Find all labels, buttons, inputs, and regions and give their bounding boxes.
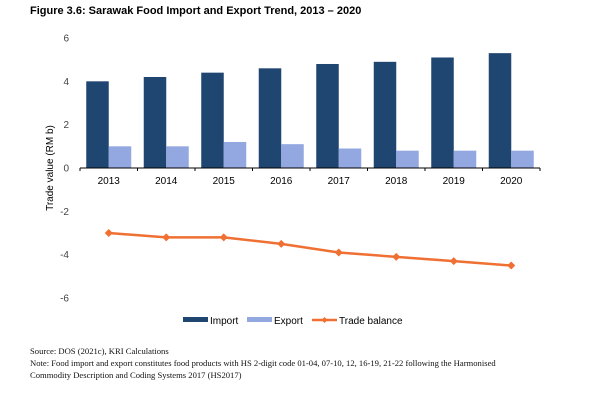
trade-balance-marker bbox=[334, 248, 343, 257]
trade-balance-marker bbox=[219, 233, 228, 242]
trade-balance-series bbox=[104, 229, 516, 270]
trade-balance-marker bbox=[162, 233, 171, 242]
import-bar bbox=[431, 57, 454, 168]
trade-balance-marker bbox=[449, 257, 458, 266]
x-tick-label: 2017 bbox=[328, 176, 351, 187]
x-tick-label: 2020 bbox=[500, 176, 523, 187]
import-bar bbox=[373, 61, 397, 168]
y-tick-label: -6 bbox=[60, 294, 69, 305]
note-text-line1: Note: Food import and export constitutes… bbox=[30, 358, 496, 368]
export-bar bbox=[396, 150, 419, 168]
legend-export-swatch bbox=[247, 317, 272, 322]
trade-balance-marker bbox=[277, 239, 286, 248]
y-tick-label: -2 bbox=[60, 207, 69, 218]
x-tick-label: 2014 bbox=[155, 176, 178, 187]
chart-title: Figure 3.6: Sarawak Food Import and Expo… bbox=[30, 5, 362, 17]
y-tick-label: 0 bbox=[63, 164, 69, 175]
x-tick-label: 2018 bbox=[385, 176, 408, 187]
export-bar bbox=[223, 141, 247, 168]
import-bar bbox=[258, 68, 282, 168]
note-text-line2: Commodity Description and Coding Systems… bbox=[30, 370, 242, 380]
y-tick-label: -4 bbox=[60, 250, 69, 261]
import-bar bbox=[316, 63, 339, 168]
import-bar bbox=[143, 76, 167, 168]
y-axis-label-group: Trade value (RM b) bbox=[45, 125, 56, 211]
import-bar bbox=[201, 72, 224, 168]
x-tick-label: 2015 bbox=[213, 176, 236, 187]
export-bar bbox=[511, 150, 534, 168]
trade-balance-marker bbox=[104, 229, 113, 238]
legend-trade-balance-label: Trade balance bbox=[339, 316, 403, 327]
y-axis-ticks: 6 4 2 0 -2 -4 -6 bbox=[60, 33, 69, 304]
legend-export-label: Export bbox=[274, 316, 303, 327]
export-bar bbox=[166, 146, 189, 168]
y-tick-label: 4 bbox=[63, 77, 69, 88]
figure-notes: Source: DOS (2021c), KRI Calculations No… bbox=[30, 345, 496, 381]
y-tick-label: 6 bbox=[63, 33, 69, 44]
legend-import-label: Import bbox=[210, 316, 239, 327]
y-axis-label: Trade value (RM b) bbox=[45, 125, 56, 211]
legend-trade-balance-marker bbox=[321, 317, 328, 323]
trade-balance-line bbox=[108, 231, 512, 267]
export-bar bbox=[108, 146, 132, 168]
x-tick-label: 2013 bbox=[98, 176, 121, 187]
x-axis bbox=[79, 167, 541, 171]
trade-balance-marker bbox=[392, 252, 401, 261]
legend-import-swatch bbox=[183, 317, 208, 322]
bars bbox=[86, 53, 534, 168]
y-tick-label: 2 bbox=[63, 120, 69, 131]
x-tick-label: 2016 bbox=[270, 176, 293, 187]
source-text: Source: DOS (2021c), KRI Calculations bbox=[30, 346, 169, 356]
x-tick-label: 2019 bbox=[443, 176, 466, 187]
export-bar bbox=[453, 150, 477, 168]
export-bar bbox=[281, 144, 304, 168]
export-bar bbox=[338, 148, 362, 168]
x-axis-tick-labels: 2013 2014 2015 2016 2017 2018 2019 2020 bbox=[98, 176, 523, 187]
import-bar bbox=[86, 81, 109, 168]
import-bar bbox=[488, 53, 512, 168]
legend: Import Export Trade balance bbox=[183, 316, 403, 327]
trade-balance-marker bbox=[507, 261, 516, 270]
